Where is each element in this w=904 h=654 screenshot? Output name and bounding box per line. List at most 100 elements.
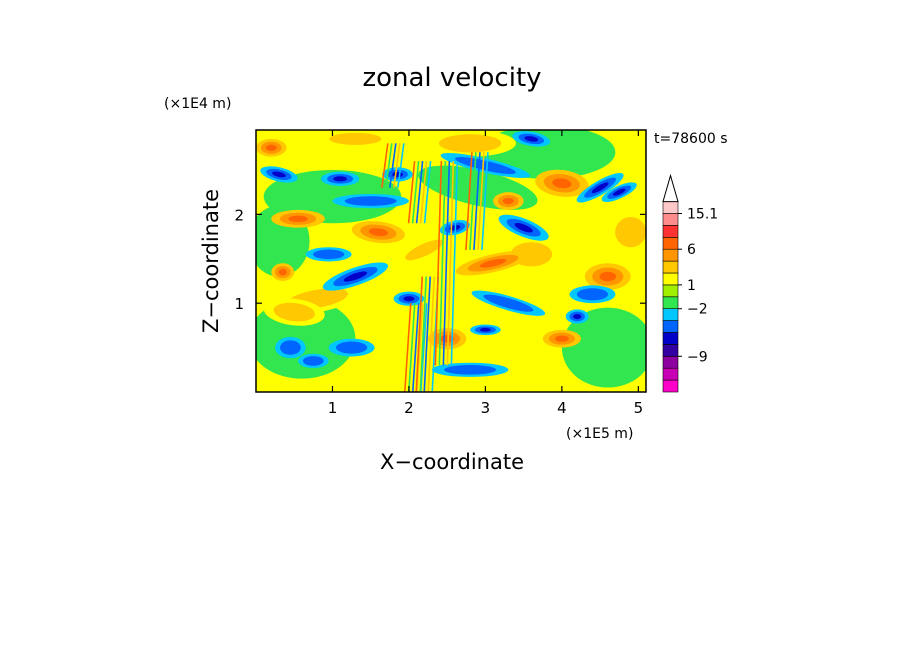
chart-title: zonal velocity <box>362 63 541 93</box>
field-region-blue <box>591 182 609 194</box>
field-region-blue <box>403 296 415 302</box>
colorbar-swatch <box>662 237 679 250</box>
field-region-orange <box>599 271 617 282</box>
field-streak <box>419 276 428 392</box>
field-streak <box>423 276 432 392</box>
field-region-orange <box>288 215 308 223</box>
field-region-cyan <box>302 356 324 366</box>
colorbar-swatch <box>662 201 679 214</box>
colorbar-swatch <box>662 344 679 357</box>
field-region-blue <box>391 171 403 177</box>
field-region-blue <box>333 176 347 182</box>
field-streak <box>434 161 443 366</box>
field-streak <box>438 161 447 366</box>
field-region-orange <box>368 228 388 237</box>
x-tick-label: 2 <box>404 399 414 417</box>
field-region-orange <box>552 178 572 189</box>
field-streak <box>393 143 401 188</box>
field-streak <box>415 276 424 392</box>
plot-frame <box>255 129 647 393</box>
x-axis: 1 2 3 4 5 <box>328 130 643 417</box>
field-streak <box>465 152 473 250</box>
field-streak <box>407 161 416 224</box>
field-region-blue <box>612 188 626 196</box>
time-label: t=78600 s <box>654 131 728 147</box>
field-streak <box>403 303 412 392</box>
colorbar-label: 15.1 <box>687 207 718 223</box>
field-region-yellow <box>329 132 382 145</box>
field-streak <box>411 303 420 392</box>
field-region-yellow <box>273 302 315 322</box>
field-streak <box>385 143 393 188</box>
colorbar-swatch <box>662 367 679 381</box>
field-region-orange <box>278 268 287 276</box>
x-tick-label: 3 <box>481 399 491 417</box>
field-region-cyan <box>483 294 534 312</box>
field-streak <box>407 303 416 392</box>
colorbar-swatch <box>662 248 679 262</box>
x-axis-title: X−coordinate <box>380 450 524 474</box>
colorbar-label: −2 <box>687 302 708 318</box>
y-tick-label: 1 <box>234 295 244 313</box>
field-region-orange <box>555 335 569 342</box>
field-region-blue <box>573 313 582 320</box>
y-unit-label: (×1E4 m) <box>164 96 231 112</box>
colorbar-swatch <box>662 320 679 333</box>
velocity-field <box>256 130 646 392</box>
field-region-orange <box>502 197 514 205</box>
colorbar-swatch <box>662 284 679 298</box>
field-region-cyan <box>455 157 516 175</box>
field-streak <box>442 161 451 366</box>
field-region-cyan <box>335 341 368 354</box>
field-streak <box>473 152 481 250</box>
colorbar: 15.1 6 1 −2 −9 <box>662 173 718 393</box>
field-streak <box>419 161 428 224</box>
field-region-blue <box>479 327 491 332</box>
field-streak <box>450 161 459 366</box>
x-unit-label: (×1E5 m) <box>566 426 633 442</box>
field-region-cyan <box>280 340 301 355</box>
field-streak <box>415 161 424 224</box>
field-streak <box>411 161 420 224</box>
colorbar-swatch <box>662 355 679 369</box>
colorbar-label: −9 <box>687 349 708 365</box>
y-axis-title: Z−coordinate <box>199 189 223 333</box>
y-axis: 12 <box>234 206 646 313</box>
field-streak <box>477 152 485 250</box>
field-region-yellow <box>405 239 444 261</box>
field-streak <box>381 143 389 188</box>
colorbar-swatch <box>662 308 679 321</box>
field-streak <box>481 152 489 250</box>
colorbar-swatch <box>662 379 679 393</box>
field-region-blue <box>514 223 533 233</box>
field-region-cyan <box>444 364 497 375</box>
field-streak <box>423 161 432 224</box>
colorbar-swatch <box>662 225 679 238</box>
colorbar-swatch <box>662 296 679 309</box>
colorbar-swatch <box>662 272 679 286</box>
colorbar-extend-arrow <box>662 173 679 203</box>
colorbar-swatch <box>662 260 679 274</box>
plot-area <box>256 130 646 392</box>
field-region-orange <box>265 144 277 151</box>
field-region-orange <box>479 258 507 268</box>
x-tick-label: 4 <box>557 399 567 417</box>
colorbar-label: 1 <box>687 278 696 294</box>
field-region-green <box>263 169 402 224</box>
field-region-cyan <box>344 196 397 206</box>
x-tick-label: 1 <box>328 399 338 417</box>
field-region-blue <box>524 136 539 142</box>
field-streak <box>427 276 436 392</box>
colorbar-swatch <box>662 332 679 345</box>
field-streak <box>446 161 455 366</box>
colorbar-label: 6 <box>687 242 696 258</box>
x-tick-label: 5 <box>634 399 644 417</box>
field-streak <box>397 143 405 188</box>
y-tick-label: 2 <box>234 206 244 224</box>
field-streak <box>469 152 477 250</box>
colorbar-swatch <box>662 213 679 226</box>
field-region-blue <box>343 271 368 282</box>
field-region-blue <box>272 171 286 178</box>
field-region-yellow <box>438 134 502 153</box>
